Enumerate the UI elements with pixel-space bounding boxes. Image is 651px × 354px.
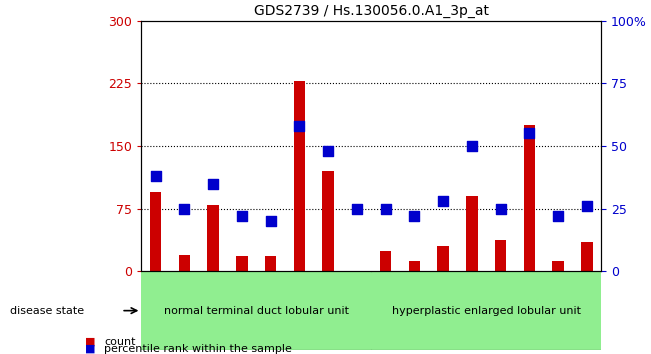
Point (150, 173, 161, 179)
Bar (322, 171, 334, 272)
Point (380, 206, 391, 212)
Bar (150, 192, 161, 272)
Point (237, 213, 247, 219)
Point (266, 218, 276, 224)
Text: hyperplastic enlarged lobular unit: hyperplastic enlarged lobular unit (392, 306, 581, 316)
Bar (141, 272, 371, 350)
Text: percentile rank within the sample: percentile rank within the sample (104, 344, 292, 354)
Point (294, 123, 305, 129)
Bar (466, 196, 478, 272)
Text: ■: ■ (85, 344, 95, 354)
Point (352, 206, 362, 212)
Title: GDS2739 / Hs.130056.0.A1_3p_at: GDS2739 / Hs.130056.0.A1_3p_at (254, 4, 489, 18)
Point (409, 213, 420, 219)
Bar (371, 272, 602, 350)
Point (553, 213, 563, 219)
Bar (208, 205, 219, 272)
Bar (265, 256, 277, 272)
Bar (294, 81, 305, 272)
Point (524, 131, 534, 136)
Point (495, 206, 506, 212)
Text: normal terminal duct lobular unit: normal terminal duct lobular unit (164, 306, 349, 316)
Bar (553, 261, 564, 272)
Bar (380, 251, 391, 272)
Bar (437, 246, 449, 272)
Point (208, 181, 219, 187)
Bar (236, 256, 247, 272)
Text: count: count (104, 337, 135, 347)
Bar (581, 242, 592, 272)
Text: disease state: disease state (10, 306, 84, 316)
Point (438, 198, 449, 204)
Point (179, 206, 189, 212)
Point (467, 143, 477, 149)
Point (323, 148, 333, 154)
Bar (409, 261, 420, 272)
Bar (179, 255, 190, 272)
Bar (495, 240, 506, 272)
Bar (523, 125, 535, 272)
Point (581, 204, 592, 209)
Text: ■: ■ (85, 337, 95, 347)
